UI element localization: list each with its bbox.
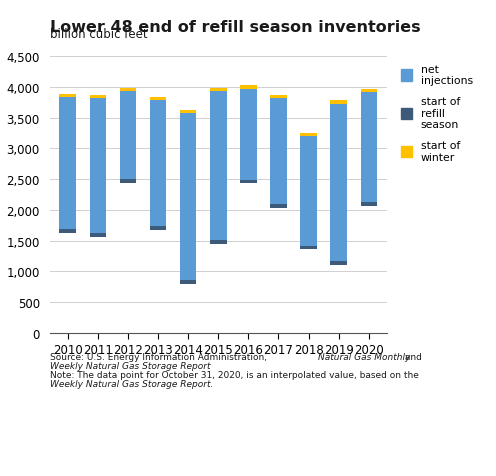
Bar <box>180 280 196 284</box>
Bar <box>210 240 227 244</box>
Bar <box>240 86 256 89</box>
Bar <box>180 111 196 114</box>
Bar <box>89 234 106 238</box>
Bar <box>361 89 377 93</box>
Bar <box>330 105 347 264</box>
Text: Natural Gas Monthly: Natural Gas Monthly <box>318 352 411 361</box>
Bar <box>60 95 76 98</box>
Text: Weekly Natural Gas Storage Report: Weekly Natural Gas Storage Report <box>50 361 210 370</box>
Legend: net
injections, start of
refill
season, start of
winter: net injections, start of refill season, … <box>399 62 475 165</box>
Bar <box>120 89 136 92</box>
Bar <box>180 114 196 282</box>
Bar <box>270 99 287 207</box>
Bar <box>300 137 317 248</box>
Bar <box>150 98 166 101</box>
Bar <box>270 96 287 99</box>
Bar <box>300 246 317 250</box>
Text: Weekly Natural Gas Storage Report.: Weekly Natural Gas Storage Report. <box>50 379 213 388</box>
Bar <box>60 98 76 231</box>
Bar <box>300 133 317 137</box>
Text: Lower 48 end of refill season inventories: Lower 48 end of refill season inventorie… <box>50 20 420 35</box>
Bar <box>240 180 256 184</box>
Bar <box>210 89 227 92</box>
Text: Note: The data point for October 31, 2020, is an interpolated value, based on th: Note: The data point for October 31, 202… <box>50 370 419 379</box>
Bar <box>89 99 106 236</box>
Bar <box>361 202 377 206</box>
Text: Source: U.S. Energy Information Administration,: Source: U.S. Energy Information Administ… <box>50 352 269 361</box>
Bar <box>270 205 287 208</box>
Bar <box>150 101 166 228</box>
Text: and: and <box>402 352 422 361</box>
Bar <box>150 227 166 230</box>
Bar <box>89 96 106 99</box>
Bar <box>240 89 256 182</box>
Bar <box>120 92 136 181</box>
Text: billion cubic feet: billion cubic feet <box>50 28 147 40</box>
Bar <box>60 229 76 233</box>
Bar <box>330 101 347 105</box>
Bar <box>330 262 347 266</box>
Bar <box>210 92 227 242</box>
Bar <box>361 93 377 204</box>
Bar <box>120 179 136 183</box>
